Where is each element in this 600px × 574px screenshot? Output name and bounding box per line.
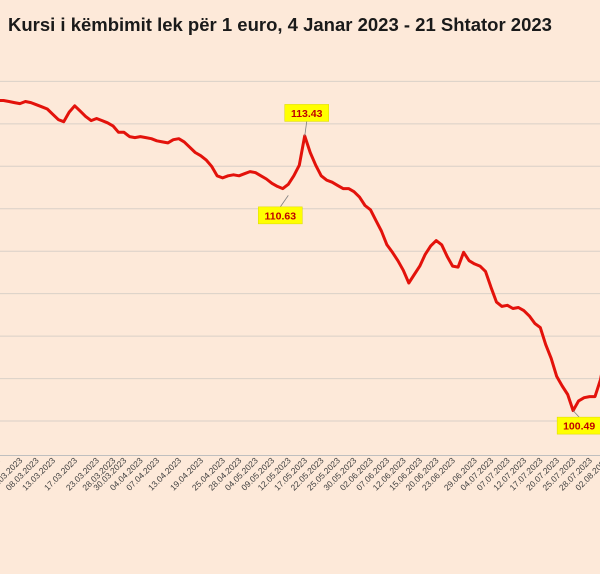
- annotation-box: [556, 416, 600, 435]
- annotation-leader: [279, 195, 289, 208]
- annotation-label: 113.43: [291, 108, 323, 120]
- annotation-label: 110.63: [265, 210, 297, 222]
- annotation-leader: [304, 121, 308, 136]
- annotation-leader: [572, 410, 580, 418]
- chart-title: Kursi i këmbimit lek për 1 euro, 4 Janar…: [8, 14, 552, 35]
- annotation-label: 100.49: [563, 421, 595, 433]
- annotation-box: [284, 104, 329, 122]
- series-line: [0, 99, 600, 413]
- annotation-box: [258, 206, 303, 225]
